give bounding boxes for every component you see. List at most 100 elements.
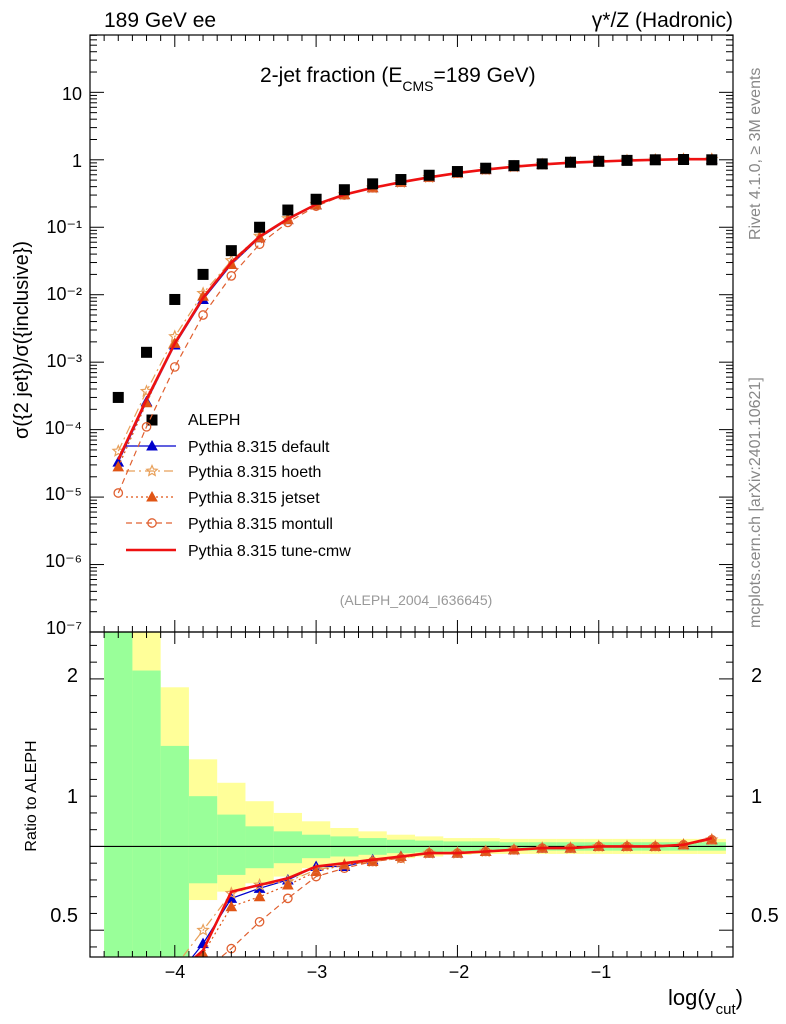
legend-label-jetset: Pythia 8.315 jetset bbox=[188, 490, 320, 507]
legend bbox=[126, 414, 176, 552]
data-point bbox=[338, 184, 350, 196]
data-point bbox=[225, 245, 237, 257]
series-point-3 bbox=[254, 239, 265, 250]
header-right: γ*/Z (Hadronic) bbox=[592, 9, 733, 32]
data-point bbox=[480, 162, 492, 174]
x-axis-title: log(ycut) bbox=[668, 985, 743, 1018]
data-point bbox=[536, 158, 548, 170]
data-point bbox=[508, 160, 520, 172]
y-tick-label: 10⁻¹ bbox=[46, 217, 82, 237]
y-tick-label: 10⁻³ bbox=[46, 351, 82, 371]
y-tick-label: 10⁻⁵ bbox=[45, 484, 82, 504]
y-tick-label: 10⁻² bbox=[46, 284, 82, 304]
series-point-3 bbox=[226, 271, 237, 281]
series-point-3 bbox=[113, 488, 124, 498]
y-tick-label: 1 bbox=[72, 151, 82, 171]
ratio-tick-label-right: 1 bbox=[751, 786, 762, 808]
series-point-2 bbox=[112, 460, 125, 472]
header-left: 189 GeV ee bbox=[104, 9, 216, 32]
data-point bbox=[678, 154, 690, 166]
ratio-point-1 bbox=[141, 963, 152, 973]
series-point-3 bbox=[169, 362, 180, 372]
stat-uncertainty-band bbox=[217, 814, 246, 875]
ratio-point-0 bbox=[113, 991, 123, 1000]
ratio-point-3 bbox=[254, 916, 265, 927]
data-point bbox=[112, 391, 124, 403]
ratio-point-3 bbox=[171, 993, 179, 1001]
axes-frames bbox=[89, 34, 734, 958]
data-point bbox=[254, 221, 266, 233]
ratio-point-2 bbox=[281, 878, 294, 890]
ratio-point-3 bbox=[199, 968, 207, 976]
legend-mark-aleph bbox=[146, 414, 158, 426]
x-tick-label: −2 bbox=[449, 962, 470, 982]
series-line-3 bbox=[117, 158, 712, 494]
ratio-point-2 bbox=[253, 890, 266, 902]
data-point bbox=[564, 156, 576, 168]
ratio-tick-label-right: 0.5 bbox=[751, 905, 779, 927]
stat-uncertainty-band bbox=[104, 632, 133, 957]
series-line-4 bbox=[117, 157, 712, 461]
stat-uncertainty-band bbox=[160, 745, 189, 957]
data-point bbox=[649, 154, 661, 166]
data-point bbox=[282, 204, 294, 216]
ratio-panel-content bbox=[90, 632, 733, 1011]
ratio-point-2 bbox=[113, 994, 123, 1003]
ratio-point-2 bbox=[142, 980, 152, 989]
y-tick-label: 10⁻⁷ bbox=[46, 618, 82, 638]
stat-uncertainty-band bbox=[132, 670, 161, 957]
chart-title: 2-jet fraction (ECMS=189 GeV) bbox=[260, 64, 536, 94]
ratio-tick-label-left: 1 bbox=[67, 786, 78, 808]
data-point bbox=[367, 178, 379, 190]
ratio-point-0 bbox=[142, 977, 152, 986]
data-point bbox=[310, 193, 322, 205]
legend-label-aleph: ALEPH bbox=[188, 412, 240, 429]
data-point bbox=[706, 154, 718, 166]
ratio-tick-label-left: 2 bbox=[67, 665, 78, 687]
data-point bbox=[423, 169, 435, 181]
ratio-point-3 bbox=[142, 996, 150, 1004]
x-tick-label: −1 bbox=[591, 962, 612, 982]
stat-uncertainty-band bbox=[245, 826, 274, 869]
series-line-1 bbox=[117, 158, 712, 452]
legend-label-montull: Pythia 8.315 montull bbox=[188, 516, 333, 533]
y-tick-label: 10⁻⁶ bbox=[45, 551, 82, 571]
series-point-3 bbox=[198, 310, 208, 320]
ratio-point-1 bbox=[113, 982, 124, 992]
ratio-axis-title: Ratio to ALEPH bbox=[23, 740, 40, 851]
x-tick-label: −4 bbox=[165, 962, 186, 982]
main-panel-content bbox=[111, 152, 719, 498]
mcplots-label: mcplots.cern.ch [arXiv:2401.10621] bbox=[747, 377, 764, 628]
data-point bbox=[451, 166, 463, 178]
legend-mark-2 bbox=[146, 490, 158, 502]
legend-label-default: Pythia 8.315 default bbox=[188, 439, 330, 456]
ratio-point-2 bbox=[225, 900, 238, 912]
y-axis-title: σ({2 jet})/σ({inclusive}) bbox=[11, 241, 33, 439]
stat-uncertainty-band bbox=[273, 831, 302, 864]
stat-uncertainty-band bbox=[188, 796, 218, 884]
ratio-point-3 bbox=[114, 1003, 122, 1011]
data-point bbox=[593, 155, 605, 167]
series-point-3 bbox=[141, 421, 152, 432]
analysis-id: (ALEPH_2004_I636645) bbox=[340, 592, 493, 608]
x-tick-label: −3 bbox=[307, 962, 328, 982]
ratio-tick-label-right: 2 bbox=[751, 665, 762, 687]
data-point bbox=[621, 154, 633, 166]
ratio-point-3 bbox=[311, 871, 321, 882]
data-point bbox=[395, 174, 407, 186]
ratio-frame bbox=[89, 631, 734, 958]
ratio-point-1 bbox=[196, 923, 210, 936]
data-point bbox=[197, 268, 209, 280]
ratio-line-4 bbox=[193, 836, 713, 957]
legend-mark-1 bbox=[145, 463, 159, 477]
ratio-tick-label-left: 0.5 bbox=[50, 905, 78, 927]
data-point bbox=[141, 346, 153, 358]
rivet-version-label: Rivet 4.1.0, ≥ 3M events bbox=[747, 68, 764, 240]
data-point bbox=[169, 293, 181, 305]
y-tick-label: 10⁻⁴ bbox=[45, 418, 82, 438]
legend-label-hoeth: Pythia 8.315 hoeth bbox=[188, 464, 321, 481]
y-tick-label: 10 bbox=[62, 84, 82, 104]
legend-mark-3 bbox=[147, 518, 157, 528]
main-frame bbox=[89, 34, 734, 633]
